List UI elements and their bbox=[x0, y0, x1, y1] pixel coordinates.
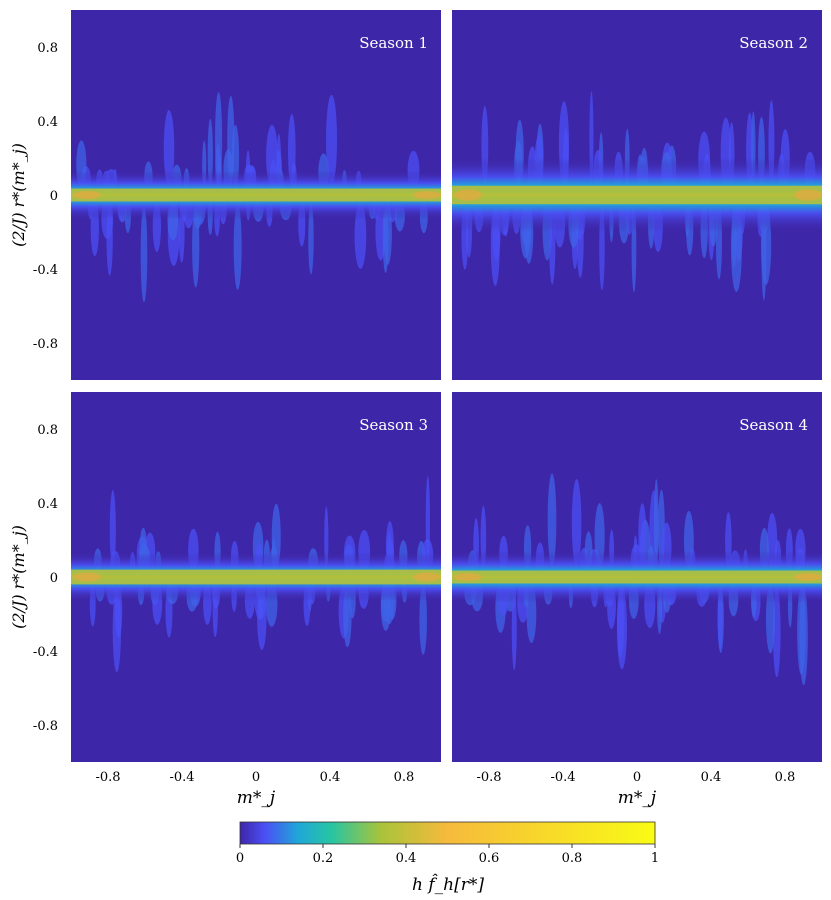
panel-season-2: Season 2 bbox=[452, 10, 822, 380]
x-axis-label: m*_j bbox=[237, 788, 276, 808]
x-tick-label: 0.8 bbox=[394, 770, 415, 785]
y-tick-label: 0.4 bbox=[37, 497, 58, 512]
density-band bbox=[71, 91, 441, 303]
x-tick-label: -0.8 bbox=[95, 770, 120, 785]
density-peak bbox=[794, 189, 822, 201]
season-label: Season 4 bbox=[739, 416, 808, 434]
density-band-core bbox=[71, 569, 441, 585]
season-label: Season 3 bbox=[359, 416, 428, 434]
panel-season-1: Season 1 bbox=[71, 10, 441, 380]
colorbar-tick-label: 0 bbox=[236, 851, 244, 866]
y-tick-label: -0.4 bbox=[33, 645, 58, 660]
density-blob bbox=[382, 202, 389, 274]
density-blob bbox=[106, 203, 113, 276]
density-blob bbox=[571, 478, 582, 568]
density-band bbox=[452, 473, 822, 686]
y-tick-label: 0 bbox=[50, 189, 58, 204]
colorbar-tick-label: 0.8 bbox=[562, 851, 583, 866]
density-blob bbox=[425, 476, 430, 567]
density-peak bbox=[73, 191, 101, 199]
y-tick-label: -0.4 bbox=[33, 263, 58, 278]
y-tick-label: 0.8 bbox=[37, 423, 58, 438]
density-peak bbox=[794, 573, 822, 581]
density-blob bbox=[140, 205, 148, 303]
colorbar-tick-label: 0.4 bbox=[396, 851, 417, 866]
density-blob bbox=[215, 91, 223, 185]
density-band-core bbox=[452, 570, 822, 584]
x-tick-label: 0.8 bbox=[775, 770, 796, 785]
colorbar-tick-label: 1 bbox=[651, 851, 659, 866]
y-tick-label: 0.4 bbox=[37, 115, 58, 130]
density-blob bbox=[207, 118, 213, 188]
x-axis-label: m*_j bbox=[618, 788, 657, 808]
colorbar-tick-label: 0.6 bbox=[479, 851, 500, 866]
density-band-core bbox=[71, 188, 441, 202]
y-tick-label: -0.8 bbox=[33, 719, 58, 734]
density-peak bbox=[413, 191, 441, 199]
colorbar: 0 0.2 0.4 0.6 0.8 1 h f̂_h[r*] bbox=[236, 821, 659, 895]
x-tick-label: 0 bbox=[633, 770, 641, 785]
density-peak bbox=[454, 573, 482, 581]
season-label: Season 1 bbox=[359, 34, 428, 52]
density-blob bbox=[419, 584, 427, 655]
density-blob bbox=[233, 204, 242, 290]
y-tick-label: -0.8 bbox=[33, 337, 58, 352]
density-blob bbox=[308, 202, 314, 275]
y-tick-label: 0.8 bbox=[37, 41, 58, 56]
density-peak bbox=[454, 189, 482, 201]
x-tick-label: 0.4 bbox=[320, 770, 341, 785]
x-tick-label: -0.8 bbox=[476, 770, 501, 785]
colorbar-label: h f̂_h[r*] bbox=[412, 874, 484, 895]
density-band bbox=[71, 476, 441, 673]
density-peak bbox=[413, 572, 441, 582]
colorbar-tick-label: 0.2 bbox=[313, 851, 334, 866]
y-axis-label: (2/J) r*(m*_j) bbox=[9, 525, 28, 629]
density-blob bbox=[109, 489, 116, 569]
x-ticks-left: -0.8 -0.4 0 0.4 0.8 bbox=[95, 770, 414, 785]
density-blob bbox=[326, 94, 338, 185]
density-blob bbox=[511, 586, 517, 671]
panel-season-3: Season 3 bbox=[71, 392, 441, 762]
y-axis-label: (2/J) r*(m*_j) bbox=[9, 143, 28, 247]
density-peak bbox=[73, 572, 101, 582]
density-band bbox=[452, 91, 822, 301]
density-blob bbox=[653, 479, 659, 568]
density-blob bbox=[772, 587, 781, 678]
density-blob bbox=[547, 473, 557, 567]
density-blob bbox=[797, 586, 806, 676]
y-ticks-top: 0.8 0.4 0 -0.4 -0.8 bbox=[33, 41, 58, 352]
density-blob bbox=[163, 110, 175, 187]
density-blob bbox=[616, 586, 627, 670]
y-tick-label: 0 bbox=[50, 571, 58, 586]
y-ticks-bottom: 0.8 0.4 0 -0.4 -0.8 bbox=[33, 423, 58, 734]
x-tick-label: 0 bbox=[252, 770, 260, 785]
x-ticks-right: -0.8 -0.4 0 0.4 0.8 bbox=[476, 770, 795, 785]
x-tick-label: -0.4 bbox=[550, 770, 575, 785]
season-label: Season 2 bbox=[739, 34, 808, 52]
density-band-core bbox=[452, 185, 822, 205]
panel-season-4: Season 4 bbox=[452, 392, 822, 762]
x-tick-label: 0.4 bbox=[701, 770, 722, 785]
colorbar-gradient bbox=[239, 821, 656, 845]
x-tick-label: -0.4 bbox=[169, 770, 194, 785]
